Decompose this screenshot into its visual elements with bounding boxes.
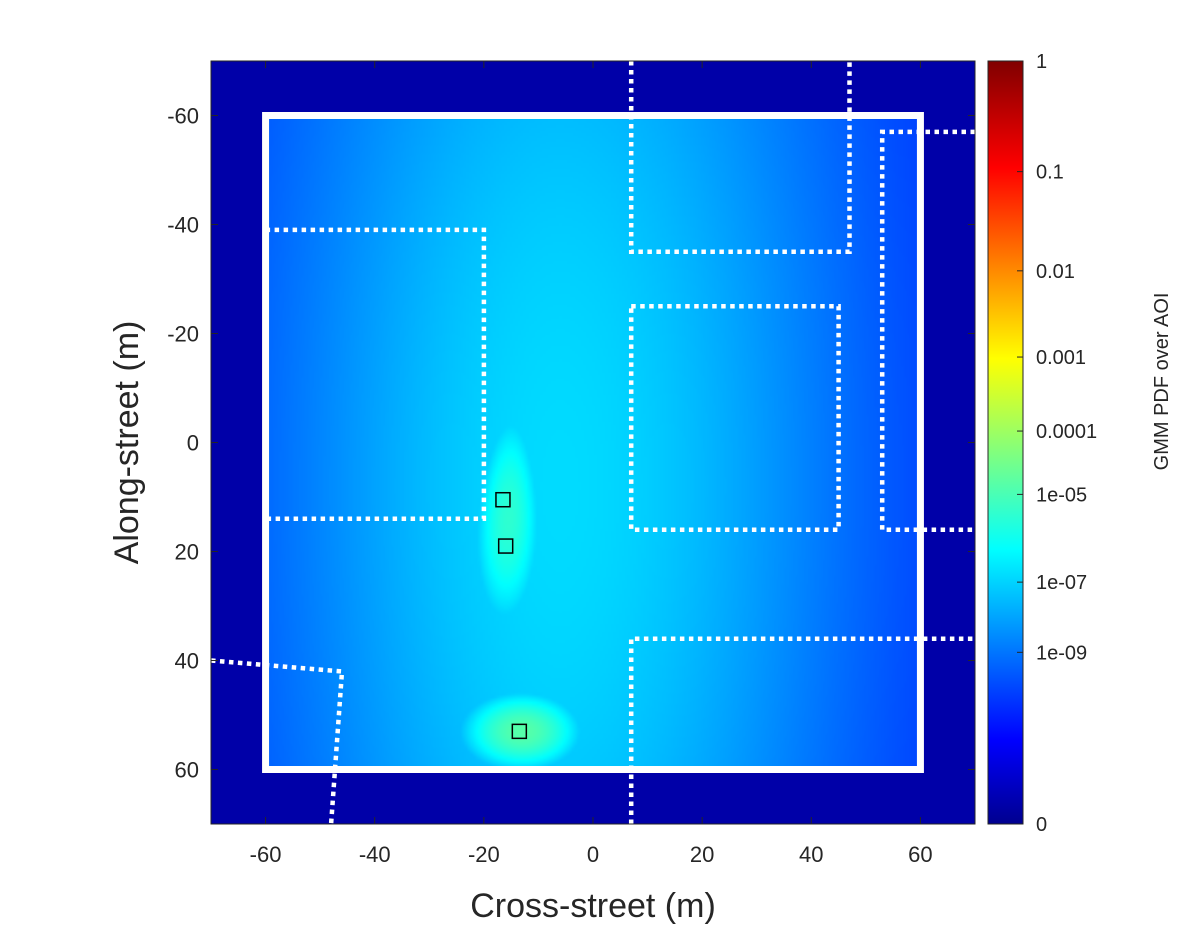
density-heatmap <box>211 61 975 824</box>
x-tick-label: -20 <box>468 842 500 867</box>
y-axis-label: Along-street (m) <box>108 321 146 565</box>
aoi-boundary <box>262 112 924 773</box>
building-outline <box>879 129 975 532</box>
measurement-point <box>511 723 528 740</box>
colorbar-tick-label: 0.001 <box>1036 347 1086 369</box>
colorbar-tick-label: 0.01 <box>1036 261 1075 283</box>
y-tick-label: 0 <box>187 431 199 456</box>
building-outline <box>628 61 852 255</box>
building-outline <box>628 304 841 532</box>
colorbar-tick-label: 1 <box>1036 51 1047 73</box>
x-tick-label: -40 <box>359 842 391 867</box>
measurement-point <box>495 491 511 508</box>
x-tick-label: 60 <box>908 842 932 867</box>
x-tick-label: -60 <box>250 842 282 867</box>
colorbar-ticks: 1 0.1 0.01 0.001 0.0001 1e-05 1e-07 1e-09 0 <box>1017 51 1097 836</box>
y-tick-label: -40 <box>167 213 199 238</box>
y-tick-label: 20 <box>175 540 199 565</box>
colorbar <box>987 60 1024 825</box>
x-tick-label: 20 <box>690 842 714 867</box>
colorbar-tick-label: 0.0001 <box>1036 421 1097 443</box>
x-tick-label: 40 <box>799 842 823 867</box>
x-axis: -60 -40 -20 0 20 40 60 <box>250 61 933 867</box>
colorbar-tick-label: 1e-07 <box>1036 572 1087 594</box>
x-tick-label: 0 <box>587 842 599 867</box>
colorbar-label: GMM PDF over AOI <box>1151 293 1173 471</box>
y-tick-label: 40 <box>175 649 199 674</box>
plot-area <box>211 61 975 824</box>
y-tick-label: 60 <box>175 758 199 783</box>
y-tick-label: -60 <box>167 104 199 129</box>
y-axis: -60 -40 -20 0 20 40 60 <box>167 104 975 783</box>
colorbar-tick-label: 0 <box>1036 814 1047 836</box>
x-axis-label: Cross-street (m) <box>470 887 716 925</box>
building-outline <box>628 636 975 824</box>
colorbar-tick-label: 0.1 <box>1036 162 1064 184</box>
y-tick-label: -20 <box>167 322 199 347</box>
colorbar-tick-label: 1e-09 <box>1036 642 1087 664</box>
measurement-point <box>497 538 514 554</box>
colorbar-tick-label: 1e-05 <box>1036 484 1087 506</box>
